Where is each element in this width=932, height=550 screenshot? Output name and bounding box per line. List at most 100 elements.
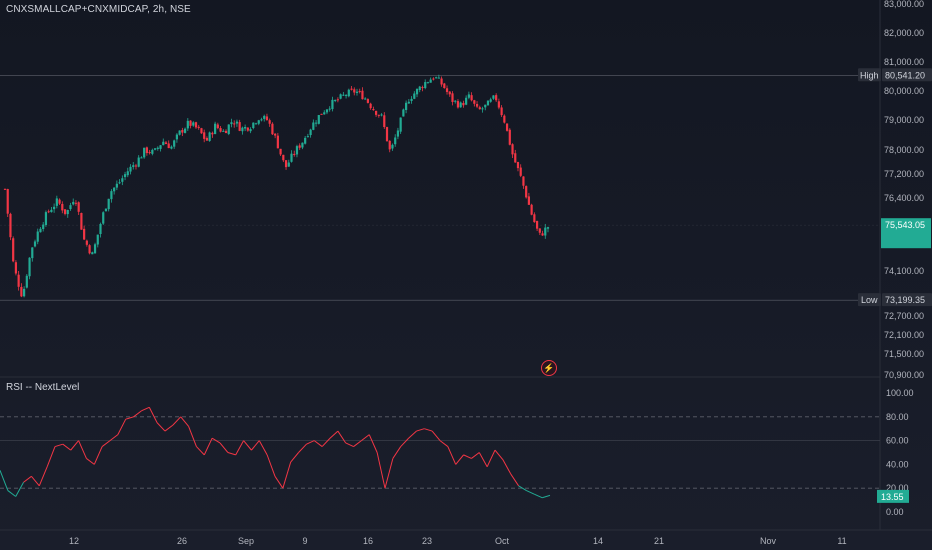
candle-body: [143, 147, 146, 158]
candle-body: [495, 95, 498, 101]
time-tick-label: 23: [422, 536, 432, 546]
candle-body: [3, 188, 7, 190]
candle-body: [541, 233, 544, 236]
candle-body: [47, 211, 50, 213]
candle-body: [443, 83, 446, 89]
candle-body: [257, 120, 260, 124]
candle-body: [396, 130, 400, 137]
candle-body: [6, 189, 9, 214]
candle-body: [58, 199, 61, 204]
rsi-segment: [54, 443, 64, 448]
candle-body: [9, 213, 12, 238]
rsi-segment: [463, 454, 472, 459]
candle-body: [530, 204, 533, 215]
candle-body: [151, 149, 154, 154]
candle-body: [462, 102, 465, 106]
candle-body: [454, 100, 457, 102]
rsi-segment: [188, 426, 197, 447]
candle-body: [102, 212, 105, 224]
candle-body: [14, 262, 18, 274]
candle-body: [328, 108, 331, 110]
candle-body: [514, 153, 517, 163]
rsi-segment: [180, 416, 189, 427]
candle-body: [113, 187, 116, 192]
rsi-segment: [290, 452, 299, 463]
time-axis[interactable]: 12 26 Sep 9 16 23 Oct 14 21 Nov 11: [69, 536, 847, 546]
rsi-last-value: 13.55: [881, 492, 904, 502]
candle-body: [516, 162, 520, 169]
candle-body: [39, 228, 42, 233]
candle-body: [456, 101, 460, 108]
time-tick-label: Nov: [760, 536, 777, 546]
price-axis[interactable]: 70,900.0071,500.0072,100.0072,700.0073,3…: [858, 0, 932, 380]
candle-body: [394, 137, 397, 145]
candle-body: [55, 198, 58, 206]
price-tick-label: 72,700.00: [884, 311, 924, 321]
rsi-segment: [486, 449, 496, 467]
candle-body: [355, 91, 359, 93]
candle-body: [432, 78, 435, 80]
candle-body: [91, 252, 94, 255]
candle-body: [233, 123, 236, 125]
candle-body: [484, 104, 487, 108]
candle-body: [205, 138, 209, 141]
candle-body: [12, 238, 15, 262]
rsi-segment: [46, 446, 56, 467]
candle-body: [473, 100, 476, 104]
rsi-axis[interactable]: 0.00 20.00 40.00 60.00 80.00 100.00 13.55: [877, 388, 914, 517]
candle-body: [42, 224, 45, 229]
candle-body: [503, 115, 506, 123]
candle-body: [405, 102, 408, 110]
candle-body: [293, 153, 296, 155]
candle-body: [385, 127, 389, 142]
price-tick-label: 78,000.00: [884, 145, 924, 155]
rsi-segment: [321, 437, 331, 447]
rsi-segment: [455, 454, 464, 465]
rsi-segment: [203, 438, 213, 456]
candle-body: [271, 123, 274, 135]
rsi-segment: [274, 476, 284, 489]
last-price-box: [881, 218, 931, 249]
lightning-icon[interactable]: ⚡: [541, 360, 557, 376]
rsi-segment: [235, 440, 245, 456]
candle-body: [279, 148, 282, 155]
candle-body: [25, 275, 28, 288]
candle-body: [268, 120, 271, 124]
rsi-segment: [408, 430, 417, 439]
candle-body: [260, 119, 263, 121]
candle-body: [159, 145, 162, 149]
rsi-title: RSI -- NextLevel: [6, 382, 80, 393]
candle-body: [197, 126, 200, 128]
rsi-segment: [298, 443, 307, 453]
candle-body: [93, 244, 97, 254]
rsi-segment: [541, 494, 551, 499]
rsi-segment: [15, 482, 25, 497]
rsi-segment: [251, 440, 260, 451]
candle-body: [546, 227, 550, 229]
candle-body: [437, 77, 440, 79]
candle-body: [284, 160, 288, 168]
candle-body: [72, 201, 75, 205]
time-tick-label: 12: [69, 536, 79, 546]
rsi-segment: [353, 440, 362, 447]
rsi-segment: [141, 406, 150, 412]
candle-body: [358, 91, 361, 93]
rsi-segment: [211, 437, 221, 444]
candle-body: [478, 107, 481, 110]
candle-body: [164, 142, 168, 145]
candle-body: [465, 97, 468, 105]
rsi-segment: [416, 428, 425, 432]
candle-body: [145, 147, 148, 154]
candle-body: [192, 122, 195, 126]
rsi-segment: [306, 440, 315, 445]
price-pane[interactable]: [0, 0, 932, 531]
rsi-segment: [345, 442, 354, 448]
rsi-pane[interactable]: [0, 406, 880, 499]
candle-body: [241, 127, 244, 132]
candle-body: [353, 89, 356, 93]
low-tag: Low: [861, 295, 878, 305]
rsi-segment: [86, 458, 95, 465]
candle-body: [402, 109, 405, 117]
rsi-tick-label: 80.00: [886, 412, 909, 422]
